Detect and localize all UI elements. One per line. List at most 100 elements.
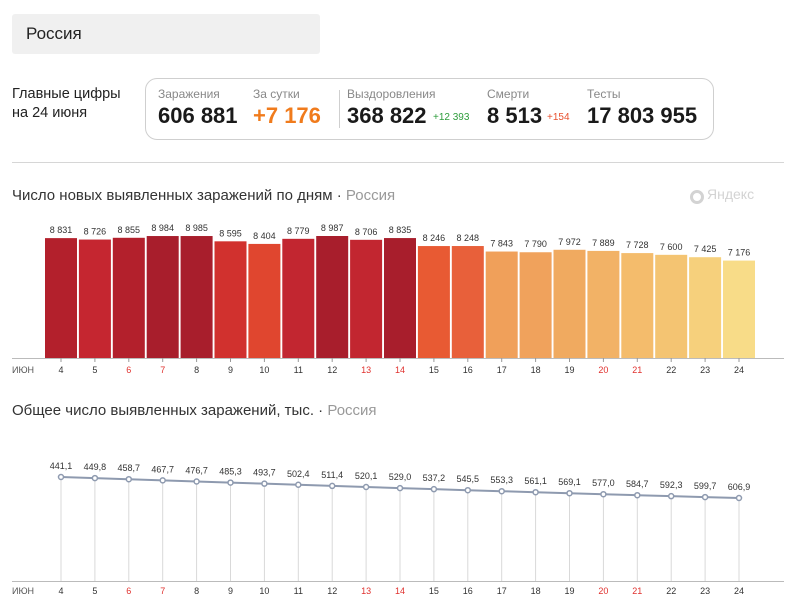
bar-chart-title-text: Число новых выявленных заражений по дням (12, 187, 333, 204)
bar-value-label: 8 404 (253, 231, 276, 241)
bar-value-label: 8 987 (321, 223, 344, 233)
line-x-tick-label: 8 (194, 586, 199, 596)
section-divider (12, 162, 784, 163)
line-point (566, 489, 573, 497)
line-point (295, 481, 302, 489)
line-point (701, 493, 709, 501)
line-chart-subtitle: Россия (327, 402, 377, 419)
line-point (464, 486, 472, 494)
stat-value: 8 513 (487, 103, 543, 128)
bar-x-tick-label: 8 (194, 365, 199, 375)
stat-infections: Заражения 606 881 (158, 87, 238, 129)
stats-panel: Заражения 606 881 За сутки +7 176 Выздор… (145, 78, 714, 140)
bar-value-label: 7 889 (592, 238, 615, 248)
bar (282, 238, 315, 358)
stat-delta: +154 (547, 112, 570, 123)
line-x-tick-label: 5 (92, 586, 97, 596)
line-value-label: 561,1 (524, 476, 547, 486)
bar-x-tick-label: 13 (361, 365, 371, 375)
region-name: Россия (26, 24, 82, 43)
line-x-tick-label: 23 (700, 586, 710, 596)
line-x-tick-label: 14 (395, 586, 405, 596)
bar (316, 236, 349, 358)
line-x-tick-label: 17 (497, 586, 507, 596)
bar (78, 239, 111, 358)
bar-value-label: 7 843 (490, 239, 513, 249)
bar (112, 237, 145, 358)
line-point (328, 482, 336, 490)
stat-value: 17 803 955 (587, 103, 698, 128)
line-x-tick-label: 12 (327, 586, 337, 596)
line-point (430, 485, 438, 493)
bar-x-tick-label: 12 (327, 365, 337, 375)
stat-recovered: Выздоровления 368 822 +12 393 (347, 87, 469, 129)
line-x-tick-label: 15 (429, 586, 439, 596)
bar-x-tick-label: 23 (700, 365, 710, 375)
line-point (634, 491, 641, 499)
summary-label-line2: на 24 июня (12, 105, 88, 121)
bar-chart-title: Число новых выявленных заражений по дням… (12, 187, 396, 204)
line-point (227, 479, 234, 486)
line-value-label: 537,2 (423, 473, 446, 483)
bar-value-label: 8 984 (151, 223, 174, 233)
bar (485, 251, 518, 358)
bar-x-tick-label: 14 (395, 365, 405, 375)
bar-chart-subtitle: Россия (345, 187, 396, 204)
region-selector[interactable]: Россия (12, 14, 320, 54)
bar (180, 236, 213, 358)
line-value-label: 529,0 (389, 472, 412, 482)
line-x-tick-label: 9 (228, 586, 233, 596)
bar (451, 246, 484, 358)
bar (587, 250, 620, 358)
bar-x-tick-label: 17 (497, 365, 507, 375)
stat-label: Выздоровления (347, 87, 436, 101)
line-point (396, 484, 404, 492)
bar (248, 243, 281, 358)
line-point (532, 488, 539, 496)
stats-divider (339, 90, 340, 128)
bar (350, 239, 383, 358)
line-value-label: 449,8 (84, 462, 107, 472)
bar (214, 241, 247, 358)
bar (655, 254, 688, 358)
line-x-tick-label: 13 (361, 586, 371, 596)
bar-value-label: 7 972 (558, 237, 581, 247)
stat-label: Заражения (158, 87, 220, 101)
bar-value-label: 8 706 (355, 227, 378, 237)
line-x-tick-label: 19 (564, 586, 574, 596)
bar-x-tick-label: 20 (598, 365, 608, 375)
line-value-label: 467,7 (151, 464, 174, 474)
line-value-label: 493,7 (253, 468, 276, 478)
bar-value-label: 7 790 (524, 239, 547, 249)
line-point (735, 494, 743, 502)
bar (417, 246, 450, 358)
line-value-label: 545,5 (457, 474, 480, 484)
line-value-label: 584,7 (626, 479, 649, 489)
bar-value-label: 8 835 (389, 225, 412, 235)
bar-value-label: 8 779 (287, 226, 310, 236)
line-x-tick-label: 16 (463, 586, 473, 596)
line-point (667, 492, 675, 500)
bar-x-tick-label: 11 (294, 365, 303, 375)
bar-value-label: 7 176 (728, 248, 751, 258)
line-point (91, 474, 99, 482)
stat-tests: Тесты 17 803 955 (587, 87, 697, 129)
bar-x-tick-label: 18 (531, 365, 541, 375)
bar (621, 253, 654, 358)
line-point (498, 487, 505, 495)
line-x-tick-label: 21 (632, 586, 642, 596)
watermark-text: Яндекс (707, 186, 755, 202)
line-x-prefix: ИЮН (12, 586, 34, 596)
stat-deaths: Смерти 8 513 +154 (487, 87, 570, 129)
line-x-tick-label: 11 (294, 586, 303, 596)
line-value-label: 569,1 (558, 477, 581, 487)
stat-daily: За сутки +7 176 (253, 87, 321, 129)
line-value-label: 476,7 (185, 466, 208, 476)
line-value-label: 553,3 (490, 475, 513, 485)
line-x-tick-label: 6 (126, 586, 131, 596)
stat-value: 606 881 (158, 103, 238, 128)
bar (45, 238, 77, 358)
stat-label: Смерти (487, 87, 530, 101)
line-point (261, 480, 268, 487)
